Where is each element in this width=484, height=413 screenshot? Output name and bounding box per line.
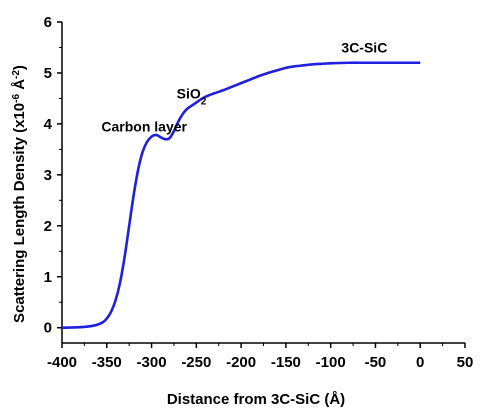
y-tick-label: 1 <box>44 269 52 286</box>
y-tick-label: 2 <box>44 218 52 235</box>
plot-area <box>61 22 465 344</box>
y-axis-title-unit-exp: -2 <box>11 70 22 79</box>
y-tick-label: 0 <box>44 320 52 337</box>
y-axis-title-main: Scattering Length Density (x10 <box>11 103 28 323</box>
y-axis-title: Scattering Length Density (x10-6 Å-2) <box>11 65 29 323</box>
x-tick-label: -400 <box>47 354 77 371</box>
x-tick-label: -350 <box>92 354 122 371</box>
sld-profile-line <box>61 61 421 330</box>
x-tick-label: 0 <box>416 354 424 371</box>
x-axis-title: Distance from 3C-SiC (Å) <box>167 391 345 408</box>
y-axis-title-close: ) <box>11 65 28 70</box>
x-tick-label: -250 <box>181 354 211 371</box>
x-tick-label: -100 <box>316 354 346 371</box>
x-tick-label: -300 <box>137 354 167 371</box>
annotations: Carbon layer SiO2 3C-SiC <box>101 40 387 135</box>
x-axis: -400 -350 -300 -250 -200 -150 -100 -50 0 50 <box>47 343 473 371</box>
y-tick-label: 4 <box>44 116 53 133</box>
y-tick-label: 3 <box>44 167 52 184</box>
y-axis-title-exp: -6 <box>11 94 22 103</box>
y-tick-label: 6 <box>44 14 52 31</box>
annotation-label: 3C-SiC <box>341 40 387 56</box>
y-axis-title-unit: Å <box>11 79 28 94</box>
x-tick-label: -200 <box>226 354 256 371</box>
x-tick-label: 50 <box>457 354 474 371</box>
x-tick-label: -50 <box>365 354 387 371</box>
x-tick-label: -150 <box>271 354 301 371</box>
y-tick-label: 5 <box>44 65 52 82</box>
y-axis: 0 1 2 3 4 5 6 <box>44 14 62 337</box>
annotation-label: SiO2 <box>177 85 207 107</box>
annotation-label: Carbon layer <box>101 119 187 135</box>
